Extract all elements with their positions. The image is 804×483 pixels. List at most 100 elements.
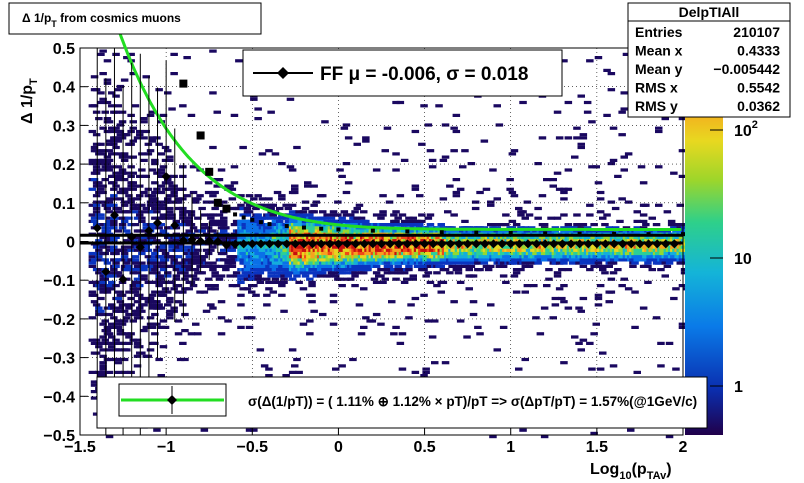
heatmap-cell [493,348,501,352]
x-tick-label: 1 [506,439,515,456]
heatmap-cell [127,223,135,227]
heatmap-cell [213,110,221,114]
heatmap-cell [108,335,116,339]
heatmap-cell [99,184,107,188]
heatmap-cell [560,226,568,230]
heatmap-cell [306,213,314,217]
heatmap-cell [138,168,146,172]
heatmap-cell [599,351,607,355]
heatmap-cell [243,268,252,272]
heatmap-cell [181,329,189,333]
heatmap-cell [476,268,484,272]
heatmap-cell [551,296,560,301]
heatmap-cell [276,219,284,223]
heatmap-cell [377,274,385,278]
heatmap-cell [159,248,168,252]
heatmap-cell [209,306,217,310]
heatmap-cell [372,223,381,227]
heatmap-cell [232,274,241,278]
heatmap-cell [136,345,144,349]
heatmap-cell [127,370,135,374]
heatmap-cell [450,126,458,130]
heatmap-cell [622,52,631,56]
heatmap-cell [99,72,107,76]
heatmap-cell [355,303,364,307]
sigma-point [258,220,263,225]
mean-point [669,239,679,249]
heatmap-cell [200,428,209,432]
heatmap-cell [362,136,370,140]
heatmap-cell [351,210,359,214]
heatmap-cell [88,251,97,256]
heatmap-cell [586,268,594,272]
heatmap-cell [538,194,547,198]
heatmap-cell [609,261,618,265]
heatmap-cell [129,72,137,76]
heatmap-cell [120,155,129,159]
heatmap-cell [510,194,519,198]
heatmap-cell [110,181,118,185]
heatmap-cell [665,261,674,265]
heatmap-cell [577,348,585,352]
heatmap-cell [123,56,131,60]
heatmap-cell [439,261,448,265]
heatmap-cell [547,216,555,220]
heatmap-cell [99,354,107,358]
heatmap-cell [670,171,678,175]
heatmap-cell [278,162,286,166]
heatmap-cell [183,245,191,249]
heatmap-cell [381,149,389,153]
heatmap-cell [594,181,603,185]
heatmap-cell [239,274,247,278]
heatmap-cell [260,364,269,368]
heatmap-cell [521,290,529,294]
heatmap-cell [123,239,131,243]
y-tick-label: 0.3 [53,118,75,135]
heatmap-cell [125,210,133,214]
heatmap-cell [480,261,489,265]
mean-point [282,239,292,249]
heatmap-cell [170,194,178,198]
heatmap-cell [553,110,562,114]
heatmap-cell [278,226,286,230]
heatmap-cell [159,165,168,169]
heatmap-cell [543,284,551,288]
heatmap-cell [482,264,491,268]
heatmap-cell [308,271,316,275]
heatmap-cell [347,277,355,281]
heatmap-cell [159,268,168,272]
heatmap-cell [88,261,97,265]
heatmap-cell [319,312,327,317]
heatmap-cell [99,200,107,204]
heatmap-cell [114,178,122,182]
heatmap-cell [155,226,163,230]
heatmap-cell [129,139,137,143]
heatmap-cell [465,287,473,291]
heatmap-cell [327,216,336,220]
heatmap-cell [674,223,682,227]
heatmap-cell [157,223,165,227]
heatmap-cell [577,229,585,233]
heatmap-cell [276,206,284,211]
heatmap-cell [659,258,667,262]
mean-point [437,239,447,249]
heatmap-cell [278,216,286,220]
heatmap-cell [545,229,553,233]
heatmap-cell [618,110,626,114]
heatmap-cell [151,332,159,336]
heatmap-cell [538,229,547,233]
heatmap-cell [151,312,159,317]
heatmap-cell [187,280,196,284]
heatmap-cell [99,152,107,156]
heatmap-cell [609,126,618,130]
heatmap-cell [265,268,273,272]
heatmap-cell [174,261,183,265]
heatmap-cell [282,203,290,207]
mean-point [273,239,283,249]
heatmap-cell [157,277,165,281]
heatmap-cell [116,129,125,134]
heatmap-cell [157,168,165,172]
heatmap-cell [116,152,125,156]
heatmap-cell [155,88,163,92]
